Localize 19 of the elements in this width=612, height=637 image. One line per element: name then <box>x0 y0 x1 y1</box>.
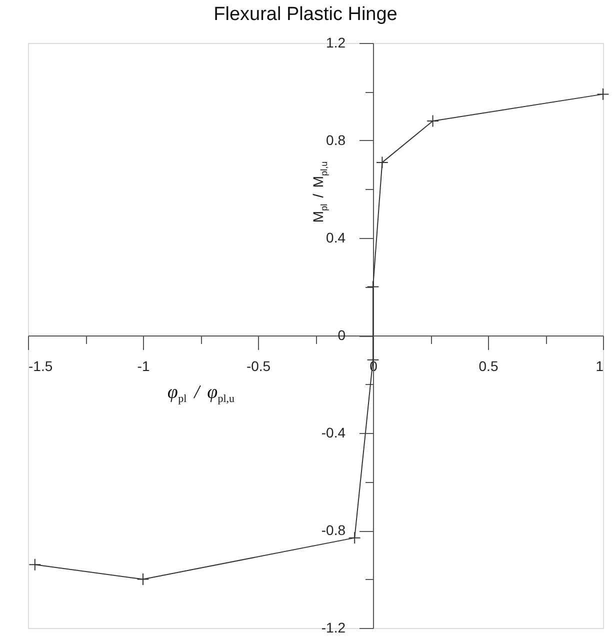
x-tick-label: -1.5 <box>28 358 53 374</box>
chart-title: Flexural Plastic Hinge <box>214 4 398 25</box>
y-tick-label: -1.2 <box>321 620 346 636</box>
y-tick-label: 1.2 <box>326 34 346 50</box>
x-tick-label: 0.5 <box>478 358 498 374</box>
point <box>348 532 361 544</box>
point <box>28 558 42 571</box>
y-tick-label: 0.4 <box>326 230 346 246</box>
point <box>426 114 439 128</box>
x-tick-label: 1 <box>596 358 604 374</box>
y-tick-label: 0.8 <box>326 132 346 148</box>
point <box>376 156 388 169</box>
x-tick-label: -1 <box>137 358 150 374</box>
y-tick-label: -0.8 <box>321 522 346 538</box>
point <box>136 573 150 586</box>
x-tick-label: -0.5 <box>246 358 271 374</box>
point <box>596 88 610 100</box>
y-axis-title: Mpl / Mpl,u <box>310 161 329 223</box>
y-tick-label: -0.4 <box>321 424 346 440</box>
